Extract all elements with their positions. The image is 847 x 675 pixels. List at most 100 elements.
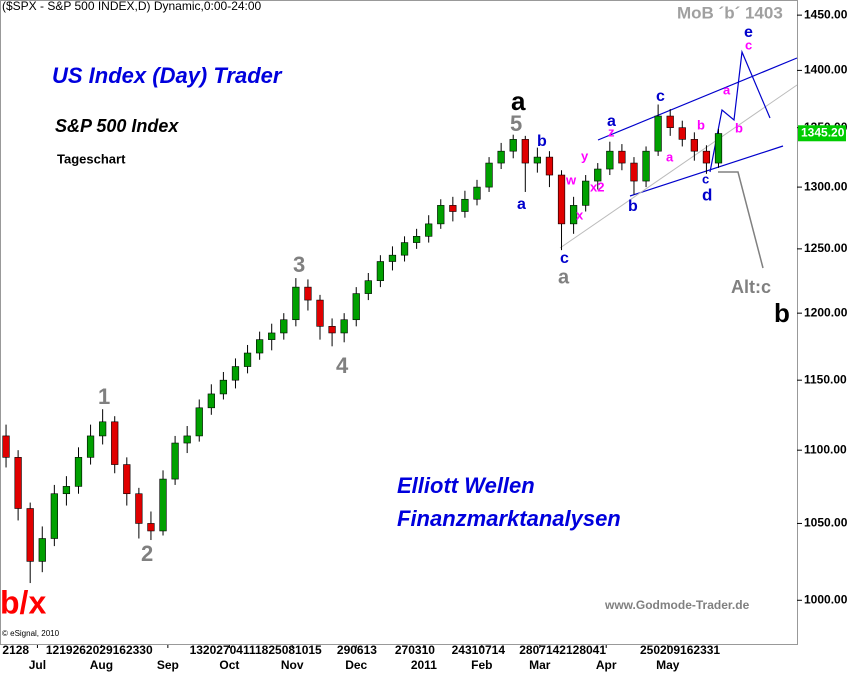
last-price-badge (798, 125, 846, 142)
candle-body (594, 168, 602, 182)
candle-body (425, 223, 433, 237)
candle-body (207, 393, 215, 409)
candle-body (135, 493, 143, 524)
y-tick-label: 1150.00 (804, 372, 847, 386)
candle-body (678, 127, 686, 140)
x-day-label: 290613 (337, 643, 377, 657)
wave-label: c (656, 88, 665, 105)
x-day-label: 1219262029162330 (46, 643, 153, 657)
candle-body (569, 205, 578, 225)
wave-label: z (608, 124, 615, 139)
x-tick-label: Oct (219, 658, 239, 672)
candle-body (352, 293, 360, 321)
wave-label: d (702, 185, 712, 204)
last-price-label: 1345.20 (801, 125, 845, 139)
candle-body (533, 156, 541, 164)
brand: Elliott Wellen (397, 473, 535, 498)
candle-body (74, 457, 83, 487)
wave-label: 2 (141, 541, 153, 566)
candle-body (642, 150, 650, 182)
header: ($SPX - S&P 500 INDEX,D) Dynamic,0:00-24… (2, 0, 262, 13)
candle-body (219, 379, 228, 395)
x-tick-label: May (656, 658, 680, 672)
candle-body (86, 435, 95, 458)
candle-body (26, 508, 34, 562)
wave-label: a (723, 82, 731, 97)
candle-body (14, 457, 22, 509)
x-tick-label: 2011 (411, 658, 437, 672)
wave-label: x (576, 207, 584, 222)
candle-body (376, 261, 385, 281)
y-tick-label: 1300.00 (804, 179, 847, 193)
target-note: MoB ´b´ 1403 (677, 3, 783, 22)
trend-line (559, 84, 798, 249)
channel-upper (597, 57, 798, 141)
wave-label: c (702, 171, 709, 186)
wave-label: a (558, 266, 570, 288)
wave-label: b (697, 117, 705, 132)
candle-body (545, 156, 554, 176)
candle-body (690, 139, 698, 152)
candle-body (2, 435, 10, 458)
candle-body (316, 299, 324, 327)
brand: Finanzmarktanalysen (397, 506, 621, 531)
wave-label: 4 (336, 353, 349, 378)
candle-body (304, 286, 312, 301)
candle-body (50, 493, 58, 539)
y-tick-label: 1450.00 (804, 7, 847, 21)
wave-label: a (517, 196, 526, 213)
candle-body (111, 421, 119, 465)
x-tick-label: Jul (29, 658, 46, 672)
x-tick-label: Apr (596, 658, 617, 672)
x-tick-label: Mar (529, 658, 551, 672)
candle-body (485, 162, 493, 188)
candle-body (630, 162, 638, 182)
x-tick-label: Feb (471, 658, 492, 672)
candle-body (388, 254, 397, 262)
candle-body (328, 326, 336, 334)
plot-frame (0, 0, 798, 645)
y-tick-label: 1050.00 (804, 516, 847, 530)
candle-body (268, 332, 276, 340)
wave-label: 3 (293, 252, 305, 277)
candle-body (461, 198, 469, 212)
candle-body (123, 464, 131, 495)
note: Tageschart (57, 151, 126, 166)
wave-label: a (607, 113, 616, 130)
x-day-label: 270310 (395, 643, 435, 657)
candle-body (195, 407, 203, 437)
y-tick-label: 1100.00 (804, 442, 847, 456)
candle-body (582, 180, 590, 206)
website: www.Godmode-Trader.de (604, 598, 750, 612)
candle-body (147, 523, 155, 532)
wave-label: b (628, 198, 638, 215)
candle-body (654, 115, 662, 152)
candle-body (364, 280, 372, 294)
candle-body (171, 442, 179, 480)
alt-projection (718, 171, 764, 269)
y-tick-label: 1000.00 (804, 592, 847, 606)
candle-body (231, 366, 240, 381)
x-day-label: 250209162331 (640, 643, 720, 657)
wave-label: a (511, 86, 526, 116)
wave-label: b (774, 298, 790, 328)
candle-body (99, 421, 107, 437)
wave-label: b (735, 120, 743, 135)
candle-body (183, 435, 191, 444)
wave-label: x2 (590, 179, 604, 194)
candle-body (256, 339, 264, 354)
wave-label: Alt:c (731, 277, 771, 297)
wave-label: c (560, 250, 569, 267)
x-tick-label: Aug (90, 658, 113, 672)
copyright: © eSignal, 2010 (2, 629, 60, 638)
candle-body (497, 150, 505, 164)
wave-label: w (565, 172, 577, 187)
candle-body (243, 352, 252, 367)
wave-label: c (745, 37, 752, 52)
candle-body (473, 186, 481, 200)
title: US Index (Day) Trader (52, 63, 283, 88)
candle-body (714, 133, 723, 164)
wave-label: b/x (0, 584, 46, 620)
candle-body (38, 538, 46, 562)
